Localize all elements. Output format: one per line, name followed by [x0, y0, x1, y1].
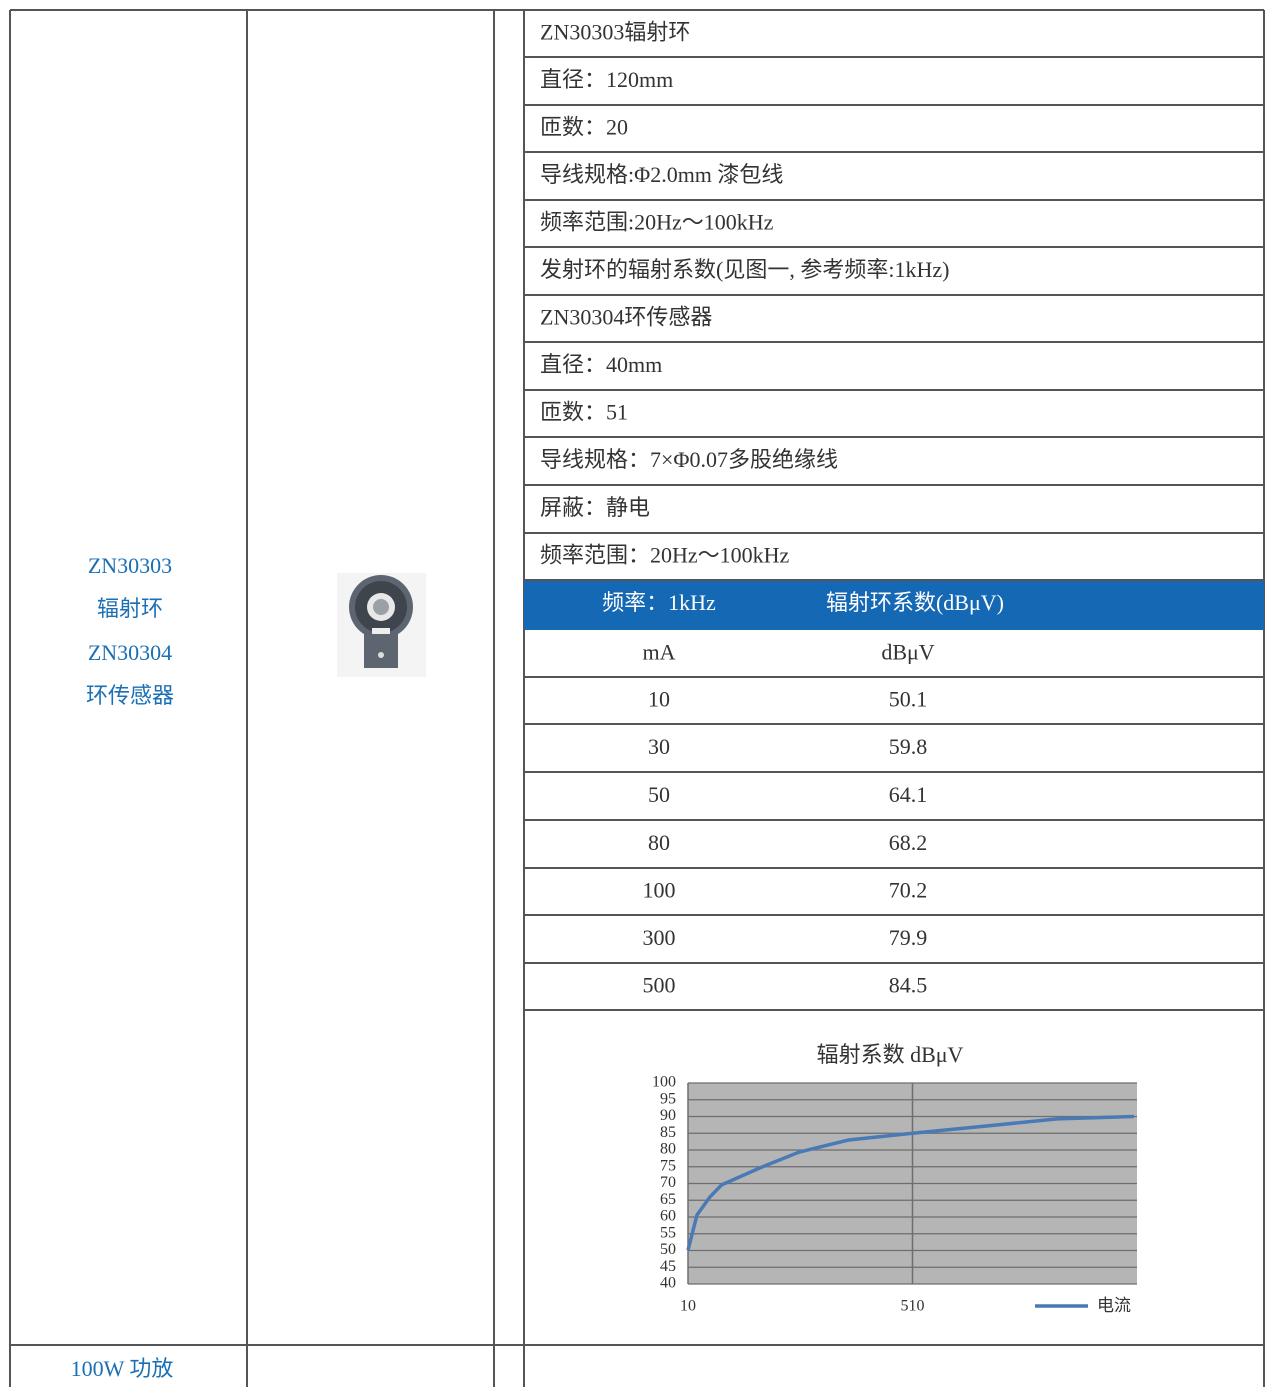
table-cell: 59.8 — [889, 734, 928, 759]
table-cell: 30 — [648, 734, 670, 759]
table-cell: dBμV — [881, 640, 934, 665]
table-cell: 50.1 — [889, 687, 928, 712]
table-cell: 80 — [648, 830, 670, 855]
y-tick-label: 65 — [660, 1191, 676, 1208]
y-tick-label: 75 — [660, 1157, 676, 1174]
spec-text: 发射环的辐射系数(见图一, 参考频率:1kHz) — [540, 257, 949, 282]
product-label: 环传感器 — [86, 683, 174, 708]
y-tick-label: 100 — [652, 1074, 676, 1091]
y-tick-label: 85 — [660, 1124, 676, 1141]
spec-text: 导线规格:Φ2.0mm 漆包线 — [540, 162, 783, 187]
y-tick-label: 80 — [660, 1141, 676, 1158]
table-cell: 64.1 — [889, 782, 928, 807]
product-photo — [337, 573, 426, 677]
legend-label: 电流 — [1097, 1296, 1131, 1315]
y-tick-label: 70 — [660, 1174, 676, 1191]
y-tick-label: 60 — [660, 1208, 676, 1225]
product-label: 辐射环 — [97, 596, 163, 621]
table-header-bg — [524, 580, 1264, 630]
product-label: ZN30303 — [88, 553, 172, 578]
table-cell: 500 — [643, 973, 676, 998]
spec-text: 导线规格：7×Φ0.07多股绝缘线 — [540, 447, 838, 472]
chart-title: 辐射系数 dBμV — [817, 1042, 964, 1067]
table-cell: 50 — [648, 782, 670, 807]
y-tick-label: 55 — [660, 1224, 676, 1241]
table-cell: 70.2 — [889, 878, 928, 903]
table-borders — [9, 9, 1265, 1387]
y-tick-label: 45 — [660, 1258, 676, 1275]
table-cell: 300 — [643, 925, 676, 950]
y-tick-label: 50 — [660, 1241, 676, 1258]
table-header: 频率：1kHz — [602, 590, 716, 615]
x-tick-label: 10 — [680, 1298, 696, 1315]
y-tick-label: 95 — [660, 1090, 676, 1107]
product-label: ZN30304 — [88, 640, 172, 665]
table-cell: 68.2 — [889, 830, 928, 855]
x-tick-label: 510 — [901, 1298, 925, 1315]
table-cell: 10 — [648, 687, 670, 712]
spec-text: 频率范围:20Hz～100kHz — [540, 210, 774, 235]
spec-text: 匝数：51 — [540, 400, 628, 425]
data-line — [686, 1114, 1134, 1251]
spec-text: 匝数：20 — [540, 115, 628, 140]
footer-label: 100W 功放 — [71, 1356, 174, 1381]
table-cell: 79.9 — [889, 925, 928, 950]
spec-text: 直径：120mm — [540, 67, 673, 92]
spec-text: 直径：40mm — [540, 352, 662, 377]
spec-text: ZN30304环传感器 — [540, 305, 712, 330]
y-tick-label: 40 — [660, 1275, 676, 1292]
spec-text: 频率范围：20Hz～100kHz — [540, 543, 790, 568]
spec-text: 屏蔽：静电 — [540, 495, 650, 520]
table-header: 辐射环系数(dBμV) — [826, 590, 1004, 615]
table-cell: 84.5 — [889, 973, 928, 998]
y-tick-label: 90 — [660, 1107, 676, 1124]
table-cell: mA — [643, 640, 676, 665]
spec-text: ZN30303辐射环 — [540, 20, 690, 45]
table-cell: 100 — [643, 878, 676, 903]
